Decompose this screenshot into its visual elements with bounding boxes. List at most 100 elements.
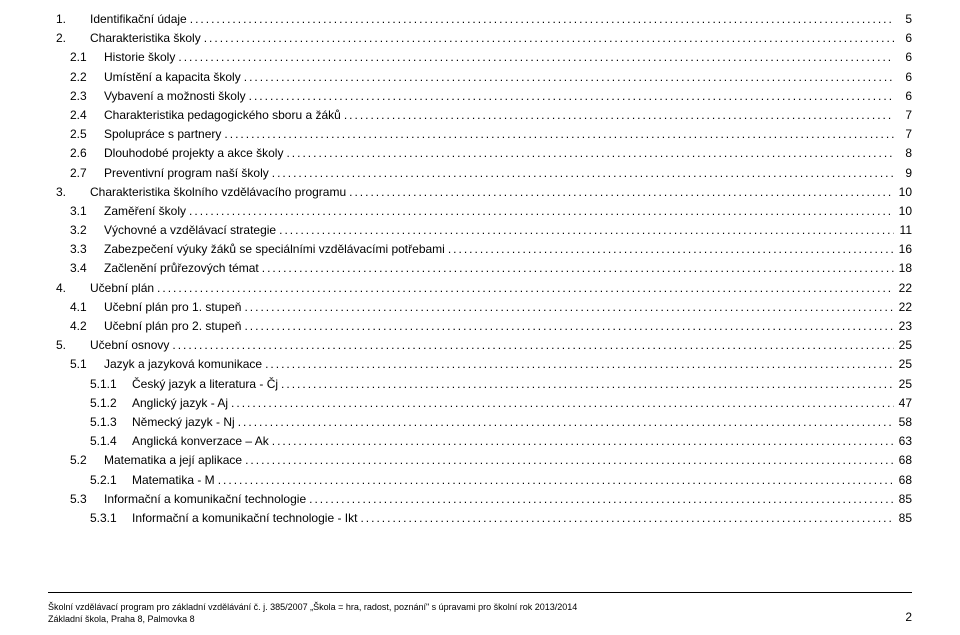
toc-row: 2.1Historie školy6	[56, 50, 912, 64]
toc-leader	[241, 300, 894, 314]
toc-title: Identifikační údaje	[90, 12, 187, 26]
toc-row: 5.1.4Anglická konverzace – Ak63	[56, 434, 912, 448]
toc-number: 4.1	[70, 300, 104, 314]
footer: Školní vzdělávací program pro základní v…	[48, 601, 912, 625]
toc-page: 7	[894, 127, 912, 141]
table-of-contents: 1.Identifikační údaje52.Charakteristika …	[56, 12, 912, 525]
toc-leader	[186, 204, 894, 218]
toc-row: 3.1Zaměření školy 10	[56, 204, 912, 218]
toc-page: 10	[894, 185, 912, 199]
footer-line-2: Základní škola, Praha 8, Palmovka 8	[48, 613, 577, 625]
toc-title: Charakteristika školního vzdělávacího pr…	[90, 185, 346, 199]
toc-page: 85	[894, 511, 912, 525]
toc-title: Informační a komunikační technologie	[104, 492, 306, 506]
toc-leader	[357, 511, 894, 525]
toc-title: Spolupráce s partnery	[104, 127, 221, 141]
toc-page: 23	[894, 319, 912, 333]
toc-page: 6	[894, 31, 912, 45]
toc-title: Dlouhodobé projekty a akce školy	[104, 146, 283, 160]
toc-row: 4.Učební plán 22	[56, 281, 912, 295]
toc-row: 3.Charakteristika školního vzdělávacího …	[56, 185, 912, 199]
toc-page: 11	[894, 223, 912, 237]
toc-leader	[306, 492, 894, 506]
toc-row: 5.Učební osnovy 25	[56, 338, 912, 352]
toc-title: Anglická konverzace – Ak	[132, 434, 269, 448]
toc-page: 63	[894, 434, 912, 448]
footer-rule	[48, 592, 912, 593]
toc-row: 1.Identifikační údaje5	[56, 12, 912, 26]
toc-number: 4.	[56, 281, 90, 295]
toc-row: 5.1.1Český jazyk a literatura - Čj25	[56, 377, 912, 391]
toc-page: 5	[894, 12, 912, 26]
toc-row: 3.4Začlenění průřezových témat18	[56, 261, 912, 275]
toc-row: 3.2Výchovné a vzdělávací strategie11	[56, 223, 912, 237]
toc-leader	[241, 319, 894, 333]
toc-page: 6	[894, 89, 912, 103]
toc-number: 5.2.1	[90, 473, 132, 487]
toc-row: 4.2Učební plán pro 2. stupeň23	[56, 319, 912, 333]
toc-title: Začlenění průřezových témat	[104, 261, 259, 275]
toc-page: 25	[894, 338, 912, 352]
toc-number: 3.1	[70, 204, 104, 218]
toc-leader	[187, 12, 894, 26]
toc-page: 22	[894, 300, 912, 314]
toc-number: 3.3	[70, 242, 104, 256]
toc-title: Informační a komunikační technologie - I…	[132, 511, 357, 525]
toc-title: Učební osnovy	[90, 338, 169, 352]
toc-number: 5.3.1	[90, 511, 132, 525]
toc-leader	[175, 50, 894, 64]
toc-leader	[241, 70, 894, 84]
toc-title: Anglický jazyk - Aj	[132, 396, 228, 410]
toc-row: 2.4Charakteristika pedagogického sboru a…	[56, 108, 912, 122]
toc-number: 5.1.2	[90, 396, 132, 410]
toc-page: 7	[894, 108, 912, 122]
toc-number: 5.	[56, 338, 90, 352]
toc-row: 5.1.2Anglický jazyk - Aj 47	[56, 396, 912, 410]
toc-page: 58	[894, 415, 912, 429]
toc-title: Umístění a kapacita školy	[104, 70, 241, 84]
toc-row: 2.3Vybavení a možnosti školy 6	[56, 89, 912, 103]
toc-row: 5.2Matematika a její aplikace68	[56, 453, 912, 467]
toc-page: 16	[894, 242, 912, 256]
toc-title: Zabezpečení výuky žáků se speciálními vz…	[104, 242, 445, 256]
toc-title: Jazyk a jazyková komunikace	[104, 357, 262, 371]
toc-number: 2.3	[70, 89, 104, 103]
toc-title: Matematika - M	[132, 473, 215, 487]
toc-number: 5.1	[70, 357, 104, 371]
toc-number: 2.5	[70, 127, 104, 141]
toc-title: Vybavení a možnosti školy	[104, 89, 246, 103]
toc-title: Učební plán	[90, 281, 154, 295]
toc-number: 2.	[56, 31, 90, 45]
toc-row: 5.2.1Matematika - M68	[56, 473, 912, 487]
toc-page: 9	[894, 166, 912, 180]
toc-number: 2.1	[70, 50, 104, 64]
toc-row: 3.3Zabezpečení výuky žáků se speciálními…	[56, 242, 912, 256]
toc-title: Německý jazyk - Nj	[132, 415, 235, 429]
toc-leader	[341, 108, 894, 122]
page: 1.Identifikační údaje52.Charakteristika …	[0, 0, 960, 635]
toc-leader	[283, 146, 894, 160]
toc-leader	[235, 415, 894, 429]
toc-leader	[246, 89, 894, 103]
toc-number: 3.2	[70, 223, 104, 237]
toc-page: 10	[894, 204, 912, 218]
toc-leader	[262, 357, 894, 371]
toc-page: 85	[894, 492, 912, 506]
toc-leader	[242, 453, 894, 467]
toc-number: 5.1.3	[90, 415, 132, 429]
toc-number: 3.	[56, 185, 90, 199]
toc-page: 18	[894, 261, 912, 275]
toc-title: Zaměření školy	[104, 204, 186, 218]
toc-row: 2.5Spolupráce s partnery 7	[56, 127, 912, 141]
toc-number: 2.6	[70, 146, 104, 160]
toc-row: 4.1Učební plán pro 1. stupeň22	[56, 300, 912, 314]
toc-page: 22	[894, 281, 912, 295]
toc-title: Charakteristika pedagogického sboru a žá…	[104, 108, 341, 122]
toc-page: 47	[894, 396, 912, 410]
toc-leader	[259, 261, 894, 275]
toc-row: 5.1.3Německý jazyk - Nj 58	[56, 415, 912, 429]
toc-number: 2.4	[70, 108, 104, 122]
toc-number: 5.2	[70, 453, 104, 467]
toc-row: 5.1Jazyk a jazyková komunikace25	[56, 357, 912, 371]
toc-leader	[201, 31, 894, 45]
